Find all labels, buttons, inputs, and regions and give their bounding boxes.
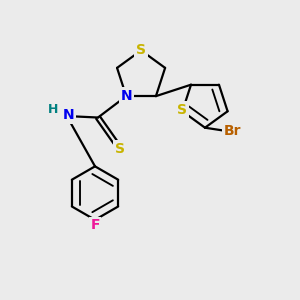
Text: S: S	[136, 44, 146, 57]
Text: Br: Br	[224, 124, 241, 138]
Text: S: S	[177, 103, 188, 117]
Text: N: N	[62, 109, 74, 122]
Text: N: N	[120, 89, 132, 103]
Text: H: H	[48, 103, 59, 116]
Text: S: S	[115, 142, 125, 156]
Text: F: F	[90, 218, 100, 232]
